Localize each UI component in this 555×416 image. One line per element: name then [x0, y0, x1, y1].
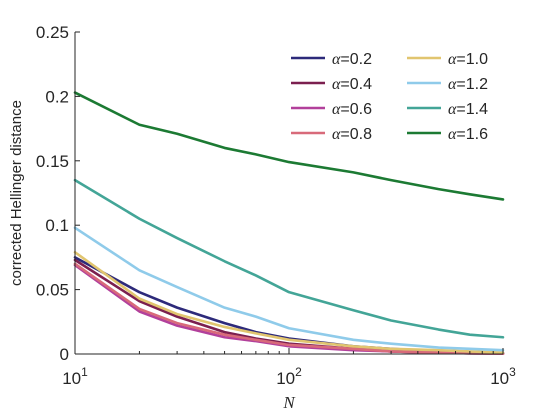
legend-item-4: α=0.8 — [291, 126, 372, 143]
plot-background — [75, 32, 503, 354]
x-tick-label: 101 — [62, 365, 88, 388]
x-tick-label: 102 — [276, 365, 302, 388]
x-tick-label: 103 — [490, 365, 516, 388]
legend-item-1: α=0.2 — [291, 51, 372, 68]
series-line-4 — [73, 262, 505, 355]
series-line-8 — [73, 91, 505, 201]
series-line-5 — [73, 250, 505, 355]
y-tick-label: 0.15 — [36, 152, 69, 171]
legend-item-2: α=0.4 — [291, 76, 372, 93]
legend-label: α=1.4 — [448, 101, 488, 118]
legend-label: α=1.2 — [448, 76, 488, 93]
y-tick-label: 0.05 — [36, 281, 69, 300]
legend-item-3: α=0.6 — [291, 101, 372, 118]
legend-label: α=0.6 — [332, 101, 372, 118]
y-tick-label: 0 — [60, 345, 69, 364]
legend-item-6: α=1.2 — [407, 76, 488, 93]
legend-label: α=1.0 — [448, 51, 488, 68]
y-tick-label: 0.1 — [45, 216, 69, 235]
legend-label: α=0.8 — [332, 126, 372, 143]
y-tick-label: 0.25 — [36, 23, 69, 42]
legend-item-8: α=1.6 — [407, 126, 488, 143]
axes-layer: 0 0.05 0.1 0.15 0.2 0.25 101 102 103 — [36, 23, 516, 388]
legend-label: α=0.4 — [332, 76, 372, 93]
series-line-7 — [73, 178, 505, 339]
plot-area — [75, 32, 503, 354]
legend-item-7: α=1.4 — [407, 101, 488, 118]
legend-item-5: α=1.0 — [407, 51, 488, 68]
x-axis-title: N — [282, 393, 296, 412]
legend: α=0.2 α=0.4 α=0.6 α=0.8 α=1.0 α=1.2 α=1.4 α=1.6 — [291, 51, 488, 143]
legend-label: α=1.6 — [448, 126, 488, 143]
y-axis-title: corrected Hellinger distance — [8, 100, 25, 286]
legend-label: α=0.2 — [332, 51, 372, 68]
y-tick-label: 0.2 — [45, 87, 69, 106]
series-layer — [73, 91, 505, 355]
series-line-6 — [73, 226, 505, 352]
